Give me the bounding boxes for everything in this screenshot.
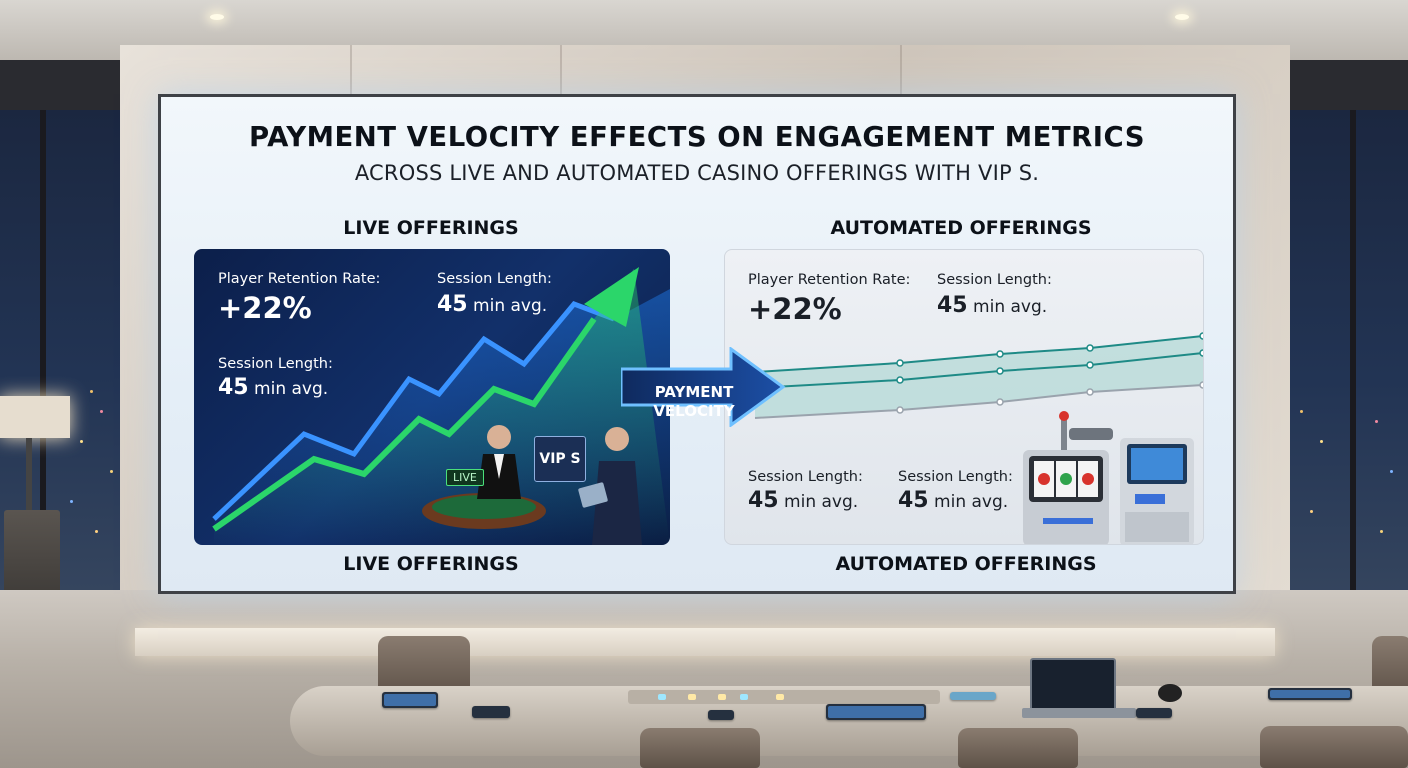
automated-heading: AUTOMATED OFFERINGS	[830, 217, 1092, 239]
auto-session-label-top: Session Length:	[937, 272, 1052, 288]
automated-band	[755, 336, 1203, 418]
auto-session-value-bl: 45 min avg.	[748, 488, 859, 513]
laptop-screen	[1030, 658, 1116, 712]
automated-trend-chart	[754, 332, 1203, 544]
payment-velocity-label: PAYMENT VELOCITY	[653, 383, 735, 420]
live-heading: LIVE OFFERINGS	[343, 217, 519, 239]
green-trend-line	[212, 317, 597, 532]
live-footer: LIVE OFFERINGS	[343, 553, 519, 575]
live-session-label-top: Session Length:	[437, 271, 552, 287]
speaker-device	[1158, 684, 1182, 702]
auto-retention-value: +22%	[748, 292, 842, 326]
blue-trend-line	[212, 301, 615, 521]
tablet-device	[1268, 688, 1352, 700]
auto-session-value-br: 45 min avg.	[898, 488, 1009, 513]
display-screen: PAYMENT VELOCITY EFFECTS ON ENGAGEMENT M…	[158, 94, 1236, 594]
floor-lamp-shade	[0, 396, 70, 438]
auto-session-label-br: Session Length:	[898, 469, 1013, 485]
live-retention-label: Player Retention Rate:	[218, 271, 381, 287]
automated-footer: AUTOMATED OFFERINGS	[835, 553, 1097, 575]
auto-retention-label: Player Retention Rate:	[748, 272, 911, 288]
auto-session-label-bl: Session Length:	[748, 469, 863, 485]
slot-machine-icon	[1023, 411, 1113, 544]
upward-trend-arrow-icon	[584, 267, 639, 327]
live-retention-value: +22%	[218, 291, 312, 325]
live-panel: Player Retention Rate: +22% Session Leng…	[194, 249, 670, 545]
screen-subtitle: ACROSS LIVE AND AUTOMATED CASINO OFFERIN…	[354, 161, 1040, 185]
tablet-device	[382, 692, 438, 708]
ceiling-light	[1175, 14, 1189, 20]
host-figure	[605, 427, 629, 451]
live-badge: LIVE	[446, 469, 484, 486]
auto-session-value-top: 45 min avg.	[937, 293, 1048, 318]
ceiling-light	[210, 14, 224, 20]
touch-panel	[950, 692, 996, 700]
dealer-figure	[487, 425, 511, 449]
tablet-device	[826, 704, 926, 720]
phone-device	[708, 710, 734, 720]
phone-device	[472, 706, 510, 718]
live-session-label-bottom: Session Length:	[218, 356, 333, 372]
vip-card: VIP S	[534, 436, 586, 482]
chair	[640, 728, 760, 768]
laptop-base	[1022, 708, 1136, 718]
phone-device	[1136, 708, 1172, 718]
ledge-light	[135, 628, 1275, 656]
payment-velocity-arrow-icon	[621, 347, 786, 427]
live-session-value-top: 45 min avg.	[437, 292, 548, 317]
automated-panel: Player Retention Rate: +22% Session Leng…	[724, 249, 1204, 545]
control-strip	[628, 690, 940, 704]
screen-title: PAYMENT VELOCITY EFFECTS ON ENGAGEMENT M…	[248, 121, 1146, 153]
live-session-value-bottom: 45 min avg.	[218, 375, 329, 400]
window-right	[1280, 110, 1408, 600]
chair	[958, 728, 1078, 768]
floor-lamp-pole	[26, 438, 32, 518]
kiosk-icon	[1120, 438, 1194, 544]
tablet-icon	[578, 482, 608, 508]
chair	[1260, 726, 1408, 768]
